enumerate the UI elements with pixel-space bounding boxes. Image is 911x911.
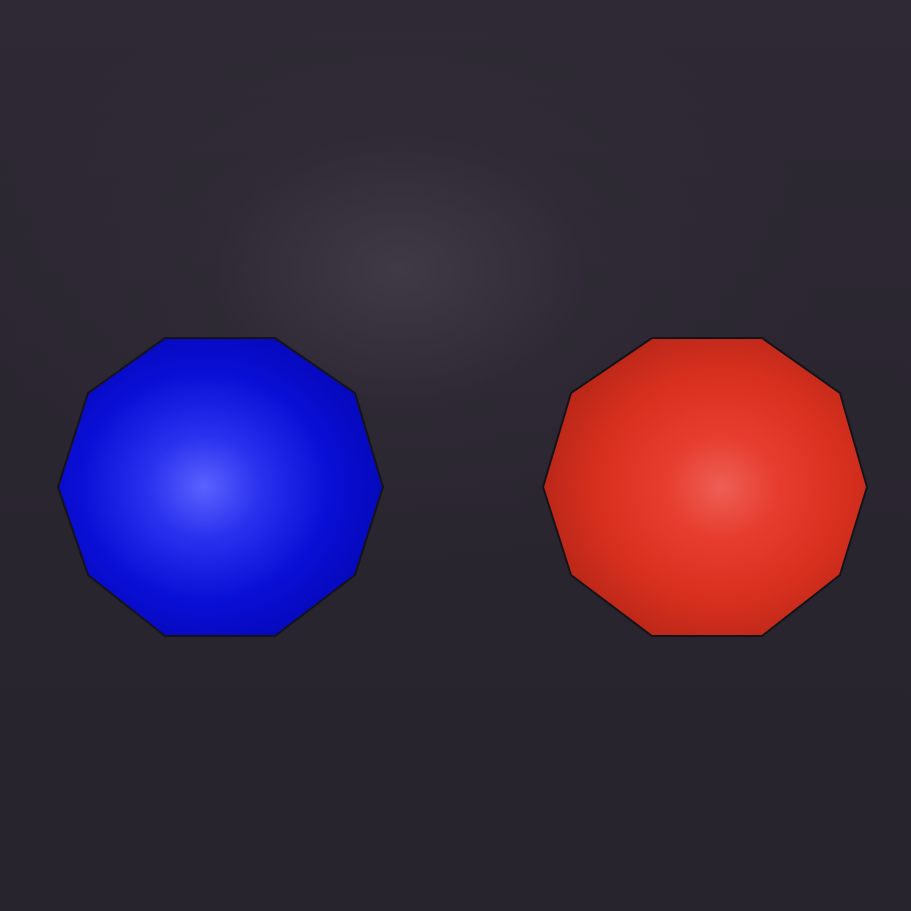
red-sphere <box>541 337 869 637</box>
blue-sphere <box>56 337 385 637</box>
